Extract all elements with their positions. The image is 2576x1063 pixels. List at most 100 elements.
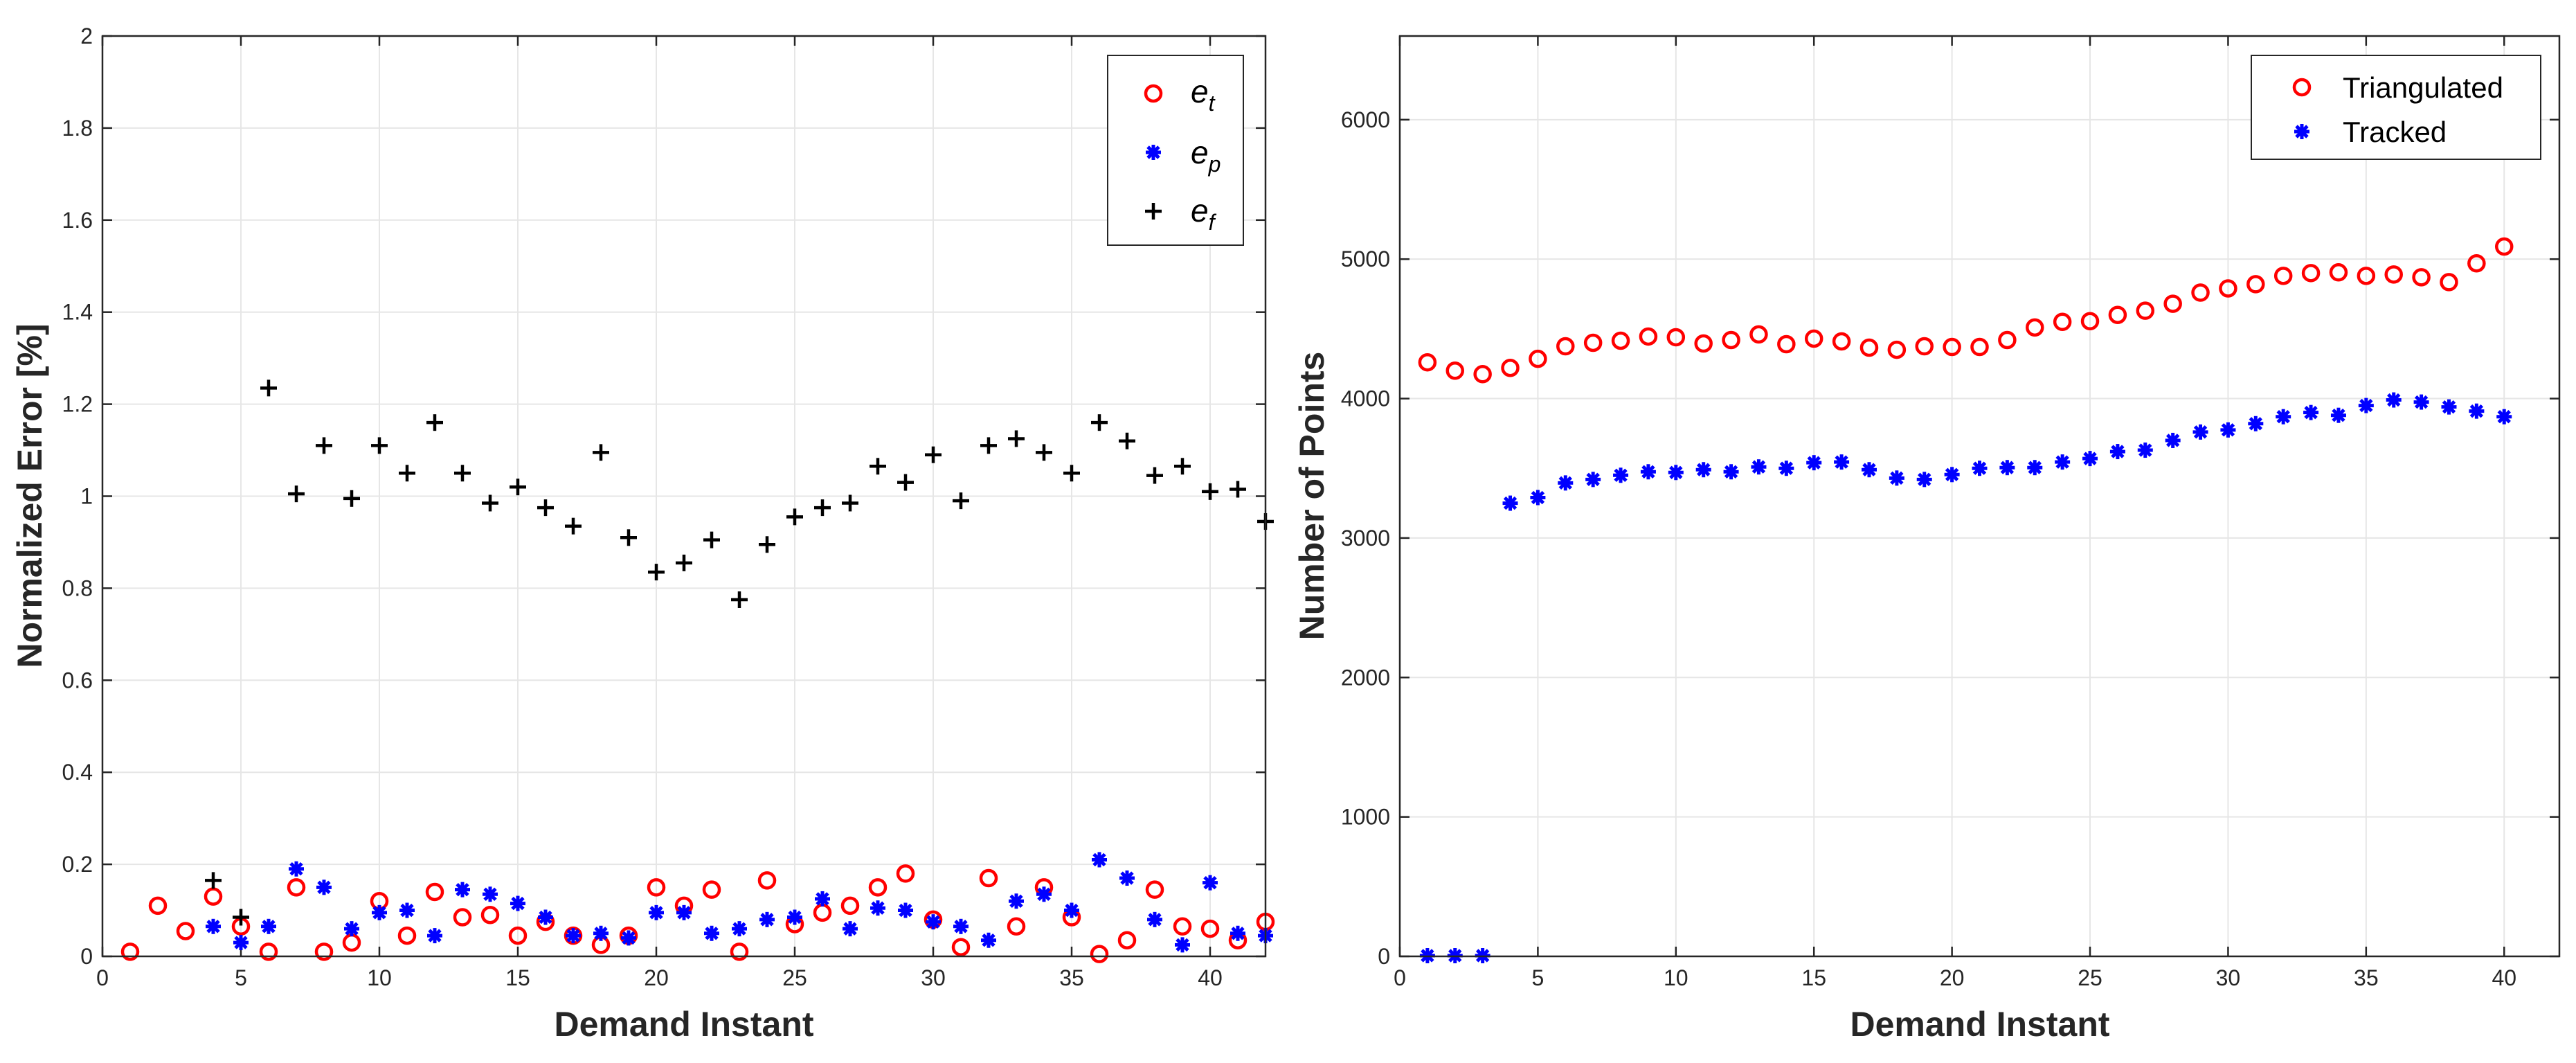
points-x-tick-label: 30 bbox=[2216, 965, 2241, 990]
error-series-2-point bbox=[1008, 430, 1025, 447]
error-series-2-point bbox=[842, 494, 858, 512]
error-x-tick-label: 20 bbox=[644, 965, 669, 990]
error-legend-box bbox=[1107, 55, 1244, 246]
points-legend: Triangulated Tracked bbox=[2251, 55, 2541, 160]
points-series-1-point bbox=[1889, 470, 1904, 486]
points-series-1-point bbox=[1806, 455, 1822, 471]
error-series-2-point bbox=[759, 536, 775, 553]
error-series-1-point bbox=[953, 918, 969, 934]
points-series-0-point bbox=[1501, 358, 1520, 377]
points-series-1-point bbox=[2192, 424, 2208, 440]
error-series-2-point bbox=[316, 437, 332, 454]
error-series-0-point bbox=[120, 943, 140, 961]
error-series-1-point bbox=[843, 921, 858, 937]
error-series-0-point bbox=[840, 896, 860, 915]
points-series-1-point bbox=[2055, 454, 2071, 470]
points-series-0-point bbox=[1970, 337, 1989, 357]
error-y-tick-label: 1.4 bbox=[62, 300, 93, 325]
points-legend-markers bbox=[2292, 78, 2312, 139]
points-series-0-point bbox=[1473, 365, 1492, 384]
error-series-1-point bbox=[759, 911, 775, 927]
points-series-0-point bbox=[2384, 265, 2403, 284]
error-x-tick-label: 40 bbox=[1198, 965, 1223, 990]
points-series-1-point bbox=[2248, 416, 2264, 431]
error-series-2-point bbox=[1230, 481, 1246, 498]
points-series-1-point bbox=[1613, 467, 1629, 483]
error-series-1-point bbox=[621, 930, 636, 946]
points-series-0-point bbox=[1804, 329, 1823, 348]
points-series-1-point bbox=[2413, 394, 2429, 410]
error-series-1-point bbox=[1092, 852, 1107, 868]
error-series-2-point bbox=[260, 379, 277, 397]
points-y-tick-label: 0 bbox=[1378, 944, 1390, 969]
error-x-tick-label: 0 bbox=[96, 965, 109, 990]
error-series-1-point bbox=[510, 895, 525, 911]
error-series-2-point bbox=[953, 492, 969, 510]
points-y-axis-label: Number of Points bbox=[1292, 352, 1331, 641]
points-y-tick-label: 4000 bbox=[1341, 386, 1390, 411]
points-series-1-point bbox=[1778, 461, 1794, 476]
legend-marker-0 bbox=[2292, 78, 2312, 97]
error-series-0-point bbox=[702, 880, 721, 899]
points-series-0-point bbox=[1639, 327, 1658, 346]
error-series-1-point bbox=[455, 882, 470, 897]
points-series-1-point bbox=[2303, 404, 2319, 420]
points-series-0-point bbox=[1998, 330, 2017, 350]
error-series-2-point bbox=[343, 490, 360, 507]
points-series-0-point bbox=[2219, 279, 2237, 298]
points-series-1-point bbox=[2358, 397, 2374, 413]
points-series-1-point bbox=[2220, 422, 2236, 438]
error-ticks: 0 5 10 15 20 25 30 35 40 0 0.2 0.4 0.6 0.8 1 1.2 1.4 1.6 1… bbox=[62, 24, 1266, 990]
error-series-2-point bbox=[1146, 467, 1163, 484]
points-x-tick-label: 40 bbox=[2492, 965, 2516, 990]
error-series-1-point bbox=[898, 902, 913, 918]
points-series-0-point bbox=[1556, 337, 1575, 356]
points-series-0-point bbox=[2026, 318, 2044, 337]
error-series-1-point bbox=[372, 904, 387, 920]
points-series-1-point bbox=[1916, 472, 1932, 488]
error-series-0-point bbox=[204, 887, 223, 906]
points-series-0-point bbox=[1859, 338, 1879, 357]
error-series-0-point bbox=[757, 871, 777, 890]
points-y-tick-label: 3000 bbox=[1341, 526, 1390, 551]
points-x-tick-label: 10 bbox=[1664, 965, 1688, 990]
error-series-1-point bbox=[399, 902, 415, 918]
error-series-1-point bbox=[566, 928, 581, 944]
points-series-1-point bbox=[1861, 462, 1877, 478]
legend-entry-ep: ep bbox=[1191, 134, 1221, 177]
error-series-2-point bbox=[1091, 414, 1108, 431]
error-series-0-point bbox=[1200, 919, 1220, 938]
error-series-2-point bbox=[233, 909, 249, 926]
error-series-1-point bbox=[344, 921, 359, 937]
error-series-2-point bbox=[510, 479, 526, 496]
points-series-0-point bbox=[2191, 283, 2210, 302]
error-axes-box bbox=[101, 35, 1267, 958]
error-series-1-point bbox=[1203, 875, 1218, 891]
error-series-1-point bbox=[732, 921, 747, 937]
points-series-1-point bbox=[1502, 495, 1518, 511]
points-series-0-point bbox=[2494, 237, 2514, 256]
error-y-tick-label: 0.6 bbox=[62, 668, 93, 693]
points-axes-box bbox=[1398, 35, 2561, 958]
error-series-0-point bbox=[480, 905, 500, 924]
legend-entry-et: et bbox=[1191, 73, 1216, 116]
points-x-axis-label: Demand Instant bbox=[1850, 1005, 2109, 1044]
error-series-2-point bbox=[288, 485, 305, 503]
points-plot-area bbox=[1400, 36, 2559, 956]
error-series-1-point bbox=[593, 925, 609, 941]
error-series-1-point bbox=[1119, 870, 1135, 886]
points-series-1-point bbox=[1585, 472, 1601, 488]
error-legend-markers bbox=[1144, 84, 1163, 220]
points-series-0-point bbox=[2329, 263, 2348, 282]
legend-entry-triangulated: Triangulated bbox=[2343, 71, 2503, 104]
points-series-0-point bbox=[1583, 333, 1603, 352]
error-series-2-point bbox=[1174, 458, 1191, 475]
points-series-0-point bbox=[1694, 334, 1713, 353]
error-y-tick-label: 0 bbox=[80, 944, 93, 969]
legend-marker-1 bbox=[1146, 145, 1161, 160]
error-series-2-point bbox=[1202, 483, 1218, 500]
error-x-tick-label: 30 bbox=[921, 965, 946, 990]
error-series-2-point bbox=[1036, 444, 1052, 461]
points-series-1-point bbox=[2109, 444, 2125, 460]
error-series-0-point bbox=[1145, 880, 1164, 899]
